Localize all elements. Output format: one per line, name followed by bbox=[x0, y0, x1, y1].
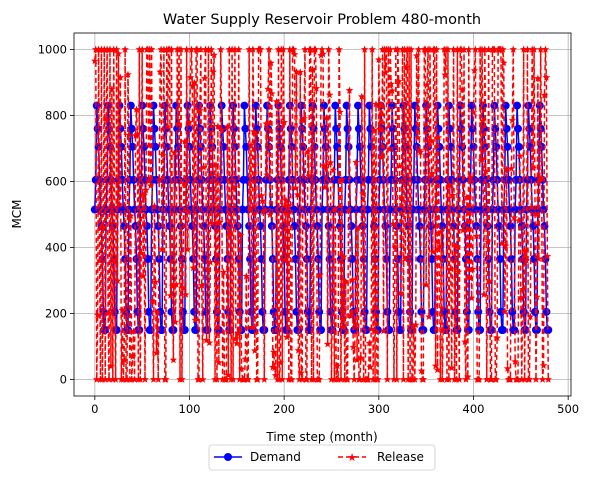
demand-point bbox=[241, 124, 250, 133]
demand-point bbox=[297, 101, 306, 110]
demand-point bbox=[331, 101, 340, 110]
y-tick-label: 400 bbox=[45, 241, 67, 255]
y-tick-label: 0 bbox=[60, 373, 67, 387]
demand-point bbox=[127, 124, 136, 133]
demand-point bbox=[514, 142, 523, 151]
demand-point bbox=[135, 326, 144, 334]
demand-point bbox=[317, 326, 326, 334]
y-tick-label: 1000 bbox=[38, 43, 67, 57]
demand-point bbox=[144, 307, 153, 316]
demand-point bbox=[112, 326, 121, 334]
demand-point bbox=[128, 142, 137, 151]
release-point bbox=[544, 375, 553, 383]
x-tick-label: 300 bbox=[368, 402, 390, 416]
chart-title: Water Supply Reservoir Problem 480-month bbox=[163, 12, 481, 28]
legend: Demand ★ Release bbox=[208, 444, 436, 471]
x-axis-label: Time step (month) bbox=[265, 430, 377, 444]
legend-demand-marker bbox=[224, 453, 232, 461]
demand-point bbox=[240, 101, 249, 110]
x-tick-label: 200 bbox=[273, 402, 295, 416]
release-point bbox=[538, 375, 547, 383]
demand-point bbox=[190, 307, 199, 316]
y-axis-label: MCM bbox=[10, 199, 24, 228]
release-point bbox=[532, 375, 540, 383]
legend-release-label: Release bbox=[377, 450, 424, 464]
demand-point bbox=[151, 142, 160, 151]
release-point bbox=[323, 340, 332, 348]
y-tick-label: 800 bbox=[45, 109, 67, 123]
release-point bbox=[539, 361, 548, 369]
release-point bbox=[260, 375, 269, 383]
demand-point bbox=[129, 175, 138, 184]
release-point bbox=[200, 74, 209, 82]
release-point bbox=[154, 375, 163, 383]
y-axis-ticks: 0 200 400 600 800 1000 bbox=[38, 43, 74, 387]
y-tick-label: 200 bbox=[45, 307, 67, 321]
x-axis-ticks: 0 100 200 300 400 500 bbox=[91, 396, 579, 416]
demand-point bbox=[492, 142, 501, 151]
demand-point bbox=[238, 205, 247, 214]
release-point bbox=[186, 73, 195, 81]
x-tick-label: 0 bbox=[91, 402, 98, 416]
release-point bbox=[159, 151, 167, 159]
release-point bbox=[508, 116, 517, 124]
demand-point bbox=[367, 142, 376, 151]
demand-point bbox=[319, 101, 328, 110]
demand-point bbox=[354, 101, 362, 110]
release-point bbox=[336, 108, 344, 116]
release-point bbox=[325, 91, 334, 99]
demand-point bbox=[513, 124, 522, 133]
demand-point bbox=[352, 205, 361, 214]
demand-point bbox=[474, 307, 483, 316]
x-tick-label: 500 bbox=[557, 402, 579, 416]
release-point bbox=[383, 375, 392, 383]
y-tick-label: 600 bbox=[45, 175, 67, 189]
release-point bbox=[349, 343, 358, 351]
demand-point bbox=[498, 326, 507, 334]
demand-point bbox=[314, 255, 323, 264]
plot-area bbox=[90, 45, 553, 383]
x-tick-label: 400 bbox=[463, 402, 485, 416]
legend-demand-label: Demand bbox=[250, 450, 301, 464]
legend-release-marker: ★ bbox=[347, 451, 357, 464]
release-point bbox=[169, 356, 178, 364]
release-point bbox=[141, 375, 149, 383]
x-tick-label: 100 bbox=[179, 402, 201, 416]
